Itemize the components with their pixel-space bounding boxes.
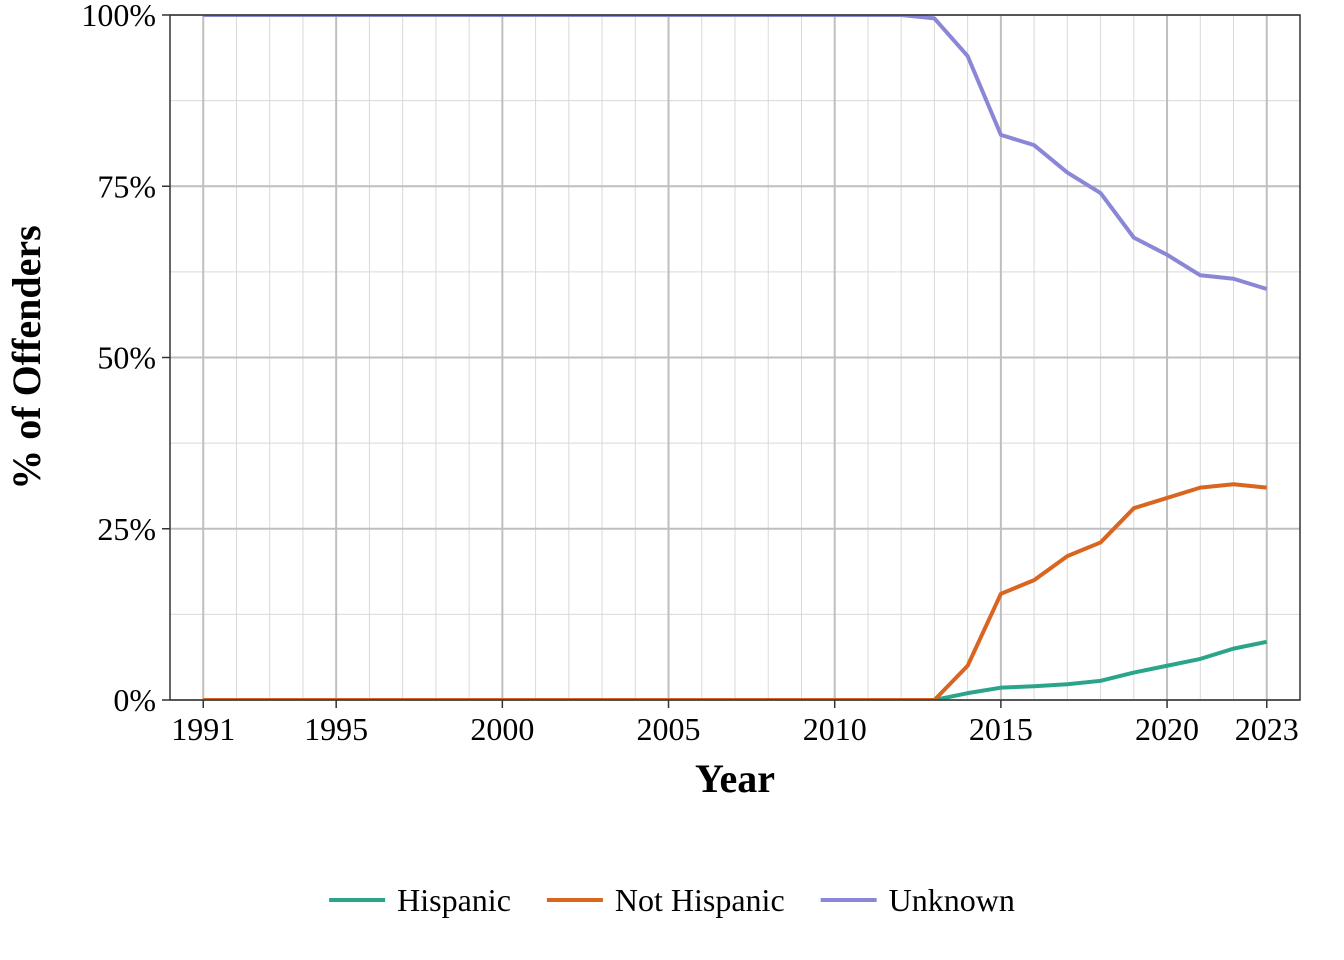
chart-svg: 1991 1995 2000 2005 2010 2015 2020 2023 0% 25% 50%… [0,0,1344,960]
x-tick-label: 2005 [637,711,701,747]
y-tick-label: 25% [97,511,156,547]
x-tick-label: 2023 [1235,711,1299,747]
legend: Hispanic Not Hispanic Unknown [329,882,1015,918]
x-tick-label: 1995 [304,711,368,747]
x-tick-label: 2020 [1135,711,1199,747]
y-tick-label: 0% [113,682,156,718]
x-tick-label: 1991 [171,711,235,747]
legend-label-hispanic: Hispanic [397,882,511,918]
y-axis-title: % of Offenders [4,225,49,489]
y-tick-label: 75% [97,168,156,204]
legend-label-not-hispanic: Not Hispanic [615,882,785,918]
y-tick-label: 100% [81,0,156,33]
x-tick-label: 2010 [803,711,867,747]
legend-label-unknown: Unknown [889,882,1015,918]
y-tick-label: 50% [97,340,156,376]
x-tick-label: 2015 [969,711,1033,747]
x-tick-label: 2000 [470,711,534,747]
x-axis-title: Year [695,756,775,801]
line-chart: 1991 1995 2000 2005 2010 2015 2020 2023 0% 25% 50%… [0,0,1344,960]
